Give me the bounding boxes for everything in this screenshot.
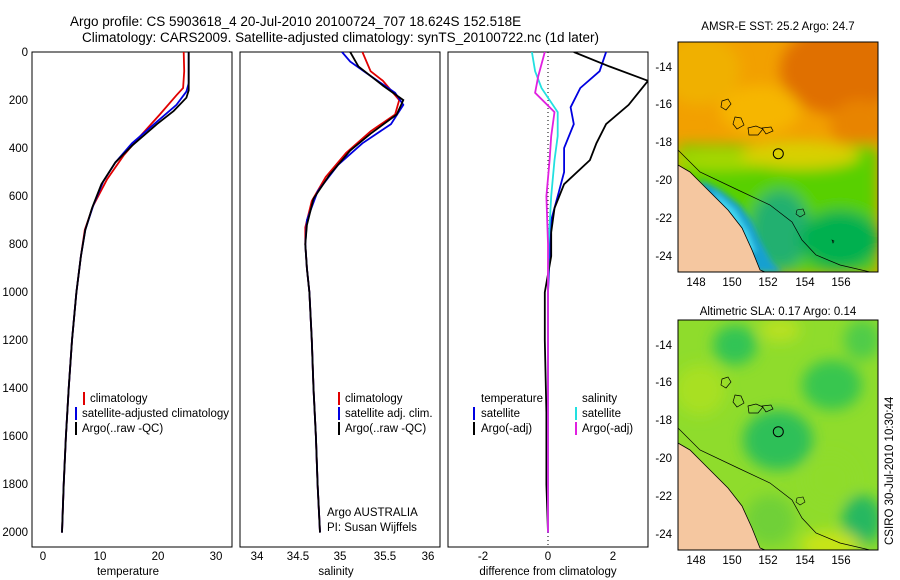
salinity-tick-label: 36 xyxy=(422,551,435,563)
temperature-legend: climatology satellite-adjusted climatolo… xyxy=(75,392,229,435)
longitude-tick-label: 154 xyxy=(795,277,815,289)
legend-label: satellite-adjusted climatology xyxy=(82,408,229,420)
difference-tick-label: 2 xyxy=(610,551,616,563)
salinity-tick-label: 34 xyxy=(251,551,264,563)
depth-axis: 0 200 400 600 800 1000 1200 1400 1600 18… xyxy=(2,47,28,539)
legend-label: Argo(-adj) xyxy=(582,423,633,435)
salinity-axis-label: salinity xyxy=(318,566,353,578)
legend-heading-salinity: salinity xyxy=(582,393,617,405)
depth-tick-label: 1200 xyxy=(2,335,28,347)
difference-legend: temperature satellite Argo(-adj) salinit… xyxy=(473,393,633,435)
difference-series-group xyxy=(531,52,648,547)
longitude-tick-label: 156 xyxy=(831,277,850,289)
depth-tick-label: 2000 xyxy=(2,527,28,539)
latitude-tick-label: -16 xyxy=(655,99,672,111)
salinity-series-group xyxy=(304,52,405,533)
legend-label: satellite adj. clim. xyxy=(345,408,433,420)
temperature-axis-label: temperature xyxy=(97,566,159,578)
salinity-tick-label: 35.5 xyxy=(374,551,396,563)
latitude-tick-label: -18 xyxy=(655,415,672,427)
depth-tick-label: 0 xyxy=(22,47,28,59)
depth-tick-label: 1400 xyxy=(2,383,28,395)
difference-tick-label: -2 xyxy=(478,551,488,563)
latitude-tick-label: -20 xyxy=(655,453,672,465)
series-line-temperature-argo xyxy=(543,52,648,533)
latitude-tick-label: -18 xyxy=(655,137,672,149)
series-line-salinity-argo xyxy=(534,52,556,533)
latitude-tick-label: -14 xyxy=(655,62,672,74)
salinity-legend: climatology satellite adj. clim. Argo(..… xyxy=(338,392,433,435)
sst-field xyxy=(678,42,878,272)
temperature-tick-label: 10 xyxy=(94,551,107,563)
latitude-tick-label: -14 xyxy=(655,340,672,352)
legend-label: Argo(..raw -QC) xyxy=(82,423,163,435)
latitude-tick-label: -22 xyxy=(655,213,672,225)
figure-title-line1: Argo profile: CS 5903618_4 20-Jul-2010 2… xyxy=(70,14,521,29)
legend-label: Argo(..raw -QC) xyxy=(345,423,426,435)
temperature-panel: 0 200 400 600 800 1000 1200 1400 1600 18… xyxy=(2,47,233,578)
latitude-tick-label: -22 xyxy=(655,491,672,503)
depth-tick-label: 1600 xyxy=(2,431,28,443)
latitude-tick-label: -24 xyxy=(655,251,672,263)
sst-map-panel: AMSR-E SST: 25.2 Argo: 24.7 xyxy=(655,21,879,289)
series-line-argo xyxy=(304,52,405,533)
longitude-tick-label: 152 xyxy=(758,555,777,567)
legend-label: Argo(-adj) xyxy=(481,423,532,435)
argo-float-marker xyxy=(772,148,784,160)
longitude-tick-label: 150 xyxy=(722,277,741,289)
longitude-tick-label: 148 xyxy=(686,555,705,567)
temperature-axes-frame xyxy=(31,51,233,548)
legend-heading-temperature: temperature xyxy=(481,393,543,405)
depth-tick-label: 800 xyxy=(9,239,28,251)
sla-field xyxy=(678,320,878,550)
sst-map-title: AMSR-E SST: 25.2 Argo: 24.7 xyxy=(701,21,854,33)
temperature-tick-label: 0 xyxy=(40,551,46,563)
depth-tick-label: 400 xyxy=(9,143,28,155)
longitude-tick-label: 148 xyxy=(686,277,705,289)
argo-float-marker xyxy=(772,426,784,438)
sst-map-frame xyxy=(677,41,879,273)
difference-panel: -2 0 2 difference from climatology tempe… xyxy=(447,51,649,578)
longitude-tick-label: 150 xyxy=(722,555,741,567)
legend-label: satellite xyxy=(481,408,520,420)
salinity-tick-label: 34.5 xyxy=(287,551,309,563)
depth-tick-label: 200 xyxy=(9,95,28,107)
salinity-panel: 34 34.5 35 35.5 36 salinity climatology … xyxy=(239,51,441,578)
legend-label: satellite xyxy=(582,408,621,420)
longitude-tick-label: 152 xyxy=(758,277,777,289)
difference-axis-label: difference from climatology xyxy=(479,566,616,578)
difference-tick-label: 0 xyxy=(545,551,551,563)
temperature-tick-label: 20 xyxy=(152,551,165,563)
depth-tick-label: 1000 xyxy=(2,287,28,299)
depth-tick-label: 600 xyxy=(9,191,28,203)
temperature-series-group xyxy=(61,52,190,533)
csiro-timestamp: CSIRO 30-Jul-2010 10:30:44 xyxy=(884,396,896,545)
series-line-argo xyxy=(61,52,190,533)
legend-label: climatology xyxy=(345,393,403,405)
salinity-axes-frame xyxy=(239,51,441,548)
legend-label: climatology xyxy=(90,393,148,405)
sla-map-title: Altimetric SLA: 0.17 Argo: 0.14 xyxy=(700,306,857,318)
latitude-tick-label: -20 xyxy=(655,175,672,187)
sla-map-panel: Altimetric SLA: 0.17 Argo: 0.14 -14 xyxy=(655,306,879,567)
longitude-tick-label: 154 xyxy=(795,555,815,567)
temperature-tick-label: 30 xyxy=(210,551,223,563)
figure-title-line2: Climatology: CARS2009. Satellite-adjuste… xyxy=(82,30,599,45)
longitude-tick-label: 156 xyxy=(831,555,850,567)
depth-tick-label: 1800 xyxy=(2,479,28,491)
latitude-tick-label: -24 xyxy=(655,529,672,541)
salinity-tick-label: 35 xyxy=(334,551,347,563)
sla-map-frame xyxy=(677,319,879,551)
principal-investigator-note: PI: Susan Wijffels xyxy=(327,522,417,534)
latitude-tick-label: -16 xyxy=(655,377,672,389)
argo-program-note: Argo AUSTRALIA xyxy=(327,507,418,519)
